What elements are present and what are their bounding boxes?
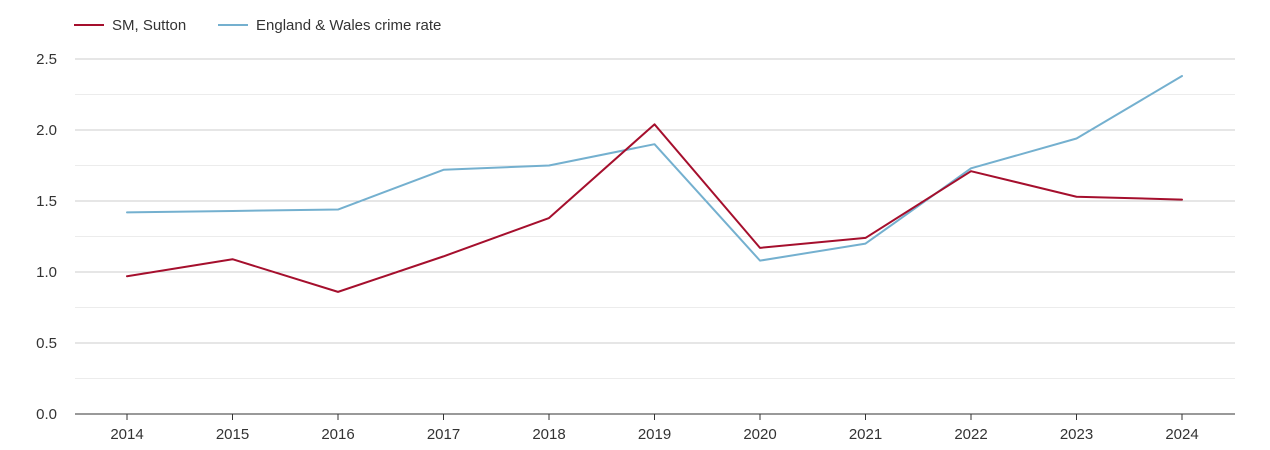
x-tick-label: 2016 — [321, 426, 354, 443]
axes: 0.0 0.5 1.0 1.5 2.0 2.5 2014 2015 2016 2017 2018 20… — [36, 51, 1235, 443]
x-tick-label: 2014 — [110, 426, 143, 443]
y-tick-label: 0.5 — [36, 335, 57, 352]
series-line-sutton — [126, 123, 1183, 293]
x-tick-label: 2015 — [216, 426, 249, 443]
x-tick-label: 2024 — [1165, 426, 1198, 443]
legend-item-sutton[interactable]: SM, Sutton — [74, 17, 186, 34]
x-tick-label: 2020 — [743, 426, 776, 443]
series-line-england-wales — [126, 75, 1183, 262]
series-lines — [126, 75, 1183, 293]
legend: SM, Sutton England & Wales crime rate — [74, 17, 441, 34]
x-tick-label: 2021 — [849, 426, 882, 443]
legend-item-england-wales[interactable]: England & Wales crime rate — [218, 17, 441, 34]
x-tick-label: 2023 — [1060, 426, 1093, 443]
y-tick-label: 0.0 — [36, 406, 57, 423]
x-tick-label: 2019 — [638, 426, 671, 443]
legend-label-england-wales: England & Wales crime rate — [256, 17, 441, 34]
x-tick-label: 2022 — [954, 426, 987, 443]
x-tick-label: 2018 — [532, 426, 565, 443]
legend-label-sutton: SM, Sutton — [112, 17, 186, 34]
x-tick-label: 2017 — [427, 426, 460, 443]
grid-lines — [75, 58, 1235, 379]
y-tick-label: 1.0 — [36, 264, 57, 281]
y-tick-label: 2.0 — [36, 122, 57, 139]
y-tick-label: 2.5 — [36, 51, 57, 68]
y-tick-label: 1.5 — [36, 193, 57, 210]
